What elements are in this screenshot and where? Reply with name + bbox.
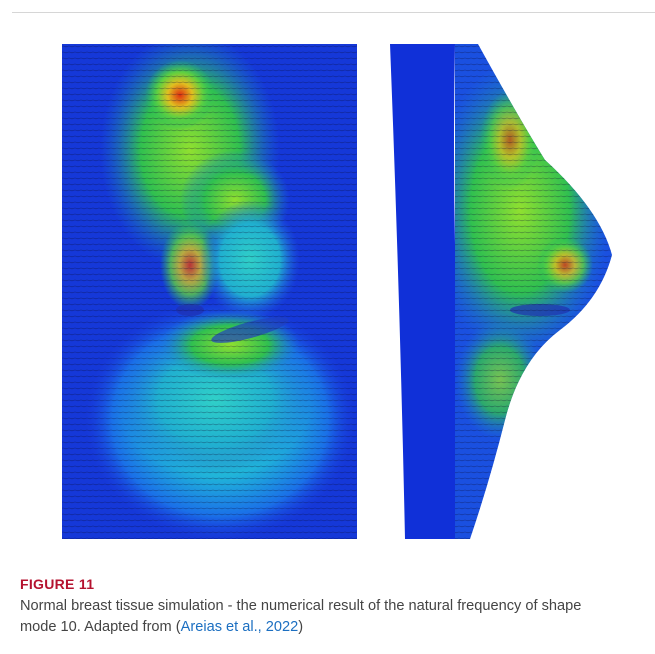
citation-link[interactable]: Areias et al., 2022 [181, 619, 299, 635]
figure-images [0, 0, 655, 560]
page: {"figure": {"label": "FIGURE 11", "capti… [0, 0, 655, 654]
figure-caption: Normal breast tissue simulation - the nu… [20, 596, 610, 638]
right-simulation [390, 44, 620, 539]
left-simulation [62, 30, 357, 540]
figure-label: FIGURE 11 [20, 576, 94, 592]
caption-end: ) [298, 619, 303, 635]
